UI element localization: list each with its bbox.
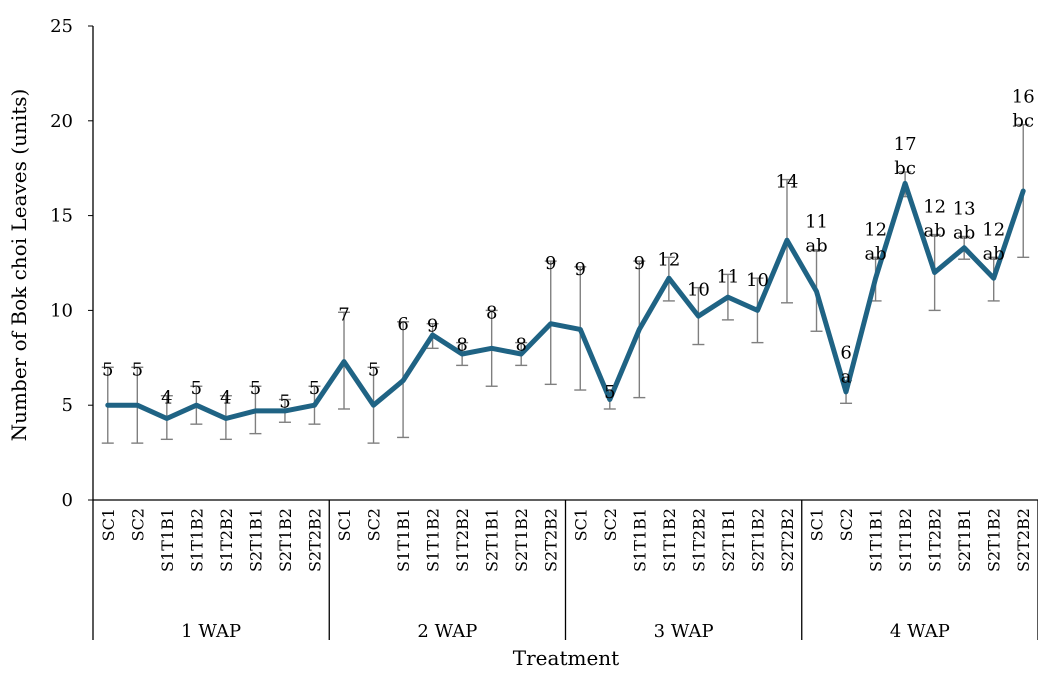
y-tick-labels: 0 5 10 15 20 25 xyxy=(50,16,73,511)
y-tick-label: 25 xyxy=(50,16,73,37)
x-tick-label: S1T1B2 xyxy=(896,508,915,572)
x-tick-label: S2T1B2 xyxy=(512,508,531,572)
x-tick-label: SC1 xyxy=(571,508,590,541)
data-label: 12 ab xyxy=(982,219,1005,264)
x-tick-label: S1T1B2 xyxy=(187,508,206,572)
data-label: 9 xyxy=(575,259,586,280)
x-tick-label: S1T1B1 xyxy=(394,508,413,572)
x-tick-label: S1T2B2 xyxy=(453,508,472,572)
data-label: 8 xyxy=(456,335,467,356)
data-label: 5 xyxy=(250,378,261,399)
x-tick-label: SC2 xyxy=(365,508,384,541)
data-label: 14 xyxy=(776,172,799,193)
data-label: 8 xyxy=(515,335,526,356)
data-label: 11 xyxy=(716,266,739,287)
error-bars xyxy=(101,123,1030,444)
data-label: 9 xyxy=(634,253,645,274)
data-label: 5 xyxy=(191,378,202,399)
data-label: 8 xyxy=(486,302,497,323)
data-label: 7 xyxy=(338,304,349,325)
data-label: 13 ab xyxy=(953,198,976,243)
x-tick-label: SC1 xyxy=(335,508,354,541)
x-tick-label: S1T1B2 xyxy=(660,508,679,572)
y-axis-title: Number of Bok choi Leaves (units) xyxy=(7,89,31,442)
x-tick-label: S1T1B1 xyxy=(630,508,649,572)
x-tick-label: SC1 xyxy=(808,508,827,541)
data-label: 5 xyxy=(309,378,320,399)
x-tick-label: S1T2B2 xyxy=(926,508,945,572)
data-label: 5 xyxy=(368,359,379,380)
x-tick-label: S2T1B1 xyxy=(483,508,502,572)
x-tick-label: S2T1B2 xyxy=(276,508,295,572)
x-tick-label: S1T2B2 xyxy=(689,508,708,572)
data-label: 10 xyxy=(746,270,769,291)
data-label: 5 xyxy=(102,359,113,380)
x-tick-label: S2T1B2 xyxy=(985,508,1004,572)
data-label: 9 xyxy=(545,253,556,274)
data-label: 10 xyxy=(687,280,710,301)
x-tick-label: S2T2B2 xyxy=(542,508,561,572)
data-label: 4 xyxy=(220,388,231,409)
group-labels: 1 WAP 2 WAP 3 WAP 4 WAP xyxy=(181,621,950,642)
data-label: 9 xyxy=(427,316,438,337)
group-label: 3 WAP xyxy=(654,621,714,642)
data-label: 12 ab xyxy=(864,219,887,264)
x-tick-label: S2T1B1 xyxy=(955,508,974,572)
data-label: 16 bc xyxy=(1012,87,1035,132)
data-label: 17 bc xyxy=(894,134,917,179)
x-tick-label: S2T2B2 xyxy=(305,508,324,572)
y-tick-label: 15 xyxy=(50,206,73,227)
y-tick-label: 5 xyxy=(62,395,73,416)
y-tick-label: 20 xyxy=(50,111,73,132)
group-label: 1 WAP xyxy=(181,621,241,642)
data-label: 5 xyxy=(279,392,290,413)
data-label: 5 xyxy=(604,382,615,403)
x-tick-label: S2T1B2 xyxy=(748,508,767,572)
data-label: 6 xyxy=(397,314,408,335)
group-label: 2 WAP xyxy=(417,621,477,642)
x-tick-label: S1T1B1 xyxy=(867,508,886,572)
y-tick-label: 10 xyxy=(50,300,73,321)
data-label: 12 ab xyxy=(923,197,946,242)
x-tick-label: S1T1B1 xyxy=(158,508,177,572)
x-tick-label: S1T1B2 xyxy=(424,508,443,572)
x-tick-label: SC2 xyxy=(837,508,856,541)
group-label: 4 WAP xyxy=(890,621,950,642)
data-label: 4 xyxy=(161,388,172,409)
series-line xyxy=(105,180,1026,421)
x-tick-label: SC2 xyxy=(128,508,147,541)
axes xyxy=(88,25,1038,640)
x-tick-label: S2T2B2 xyxy=(1014,508,1033,572)
y-tick-label: 0 xyxy=(62,490,73,511)
x-tick-label: SC1 xyxy=(99,508,118,541)
data-label: 12 xyxy=(657,249,680,270)
x-tick-label: S2T1B1 xyxy=(719,508,738,572)
x-axis-title: Treatment xyxy=(513,646,619,670)
x-tick-label: SC2 xyxy=(601,508,620,541)
data-label: 11 ab xyxy=(805,212,828,257)
x-tick-labels: SC1 SC2 S1T1B1 S1T1B2 S1T2B2 S2T1B1 S2T1B2 S2T2… xyxy=(99,508,1033,572)
x-tick-label: S2T2B2 xyxy=(778,508,797,572)
x-tick-label: S1T2B2 xyxy=(217,508,236,572)
x-tick-label: S2T1B1 xyxy=(246,508,265,572)
data-label: 5 xyxy=(132,359,143,380)
